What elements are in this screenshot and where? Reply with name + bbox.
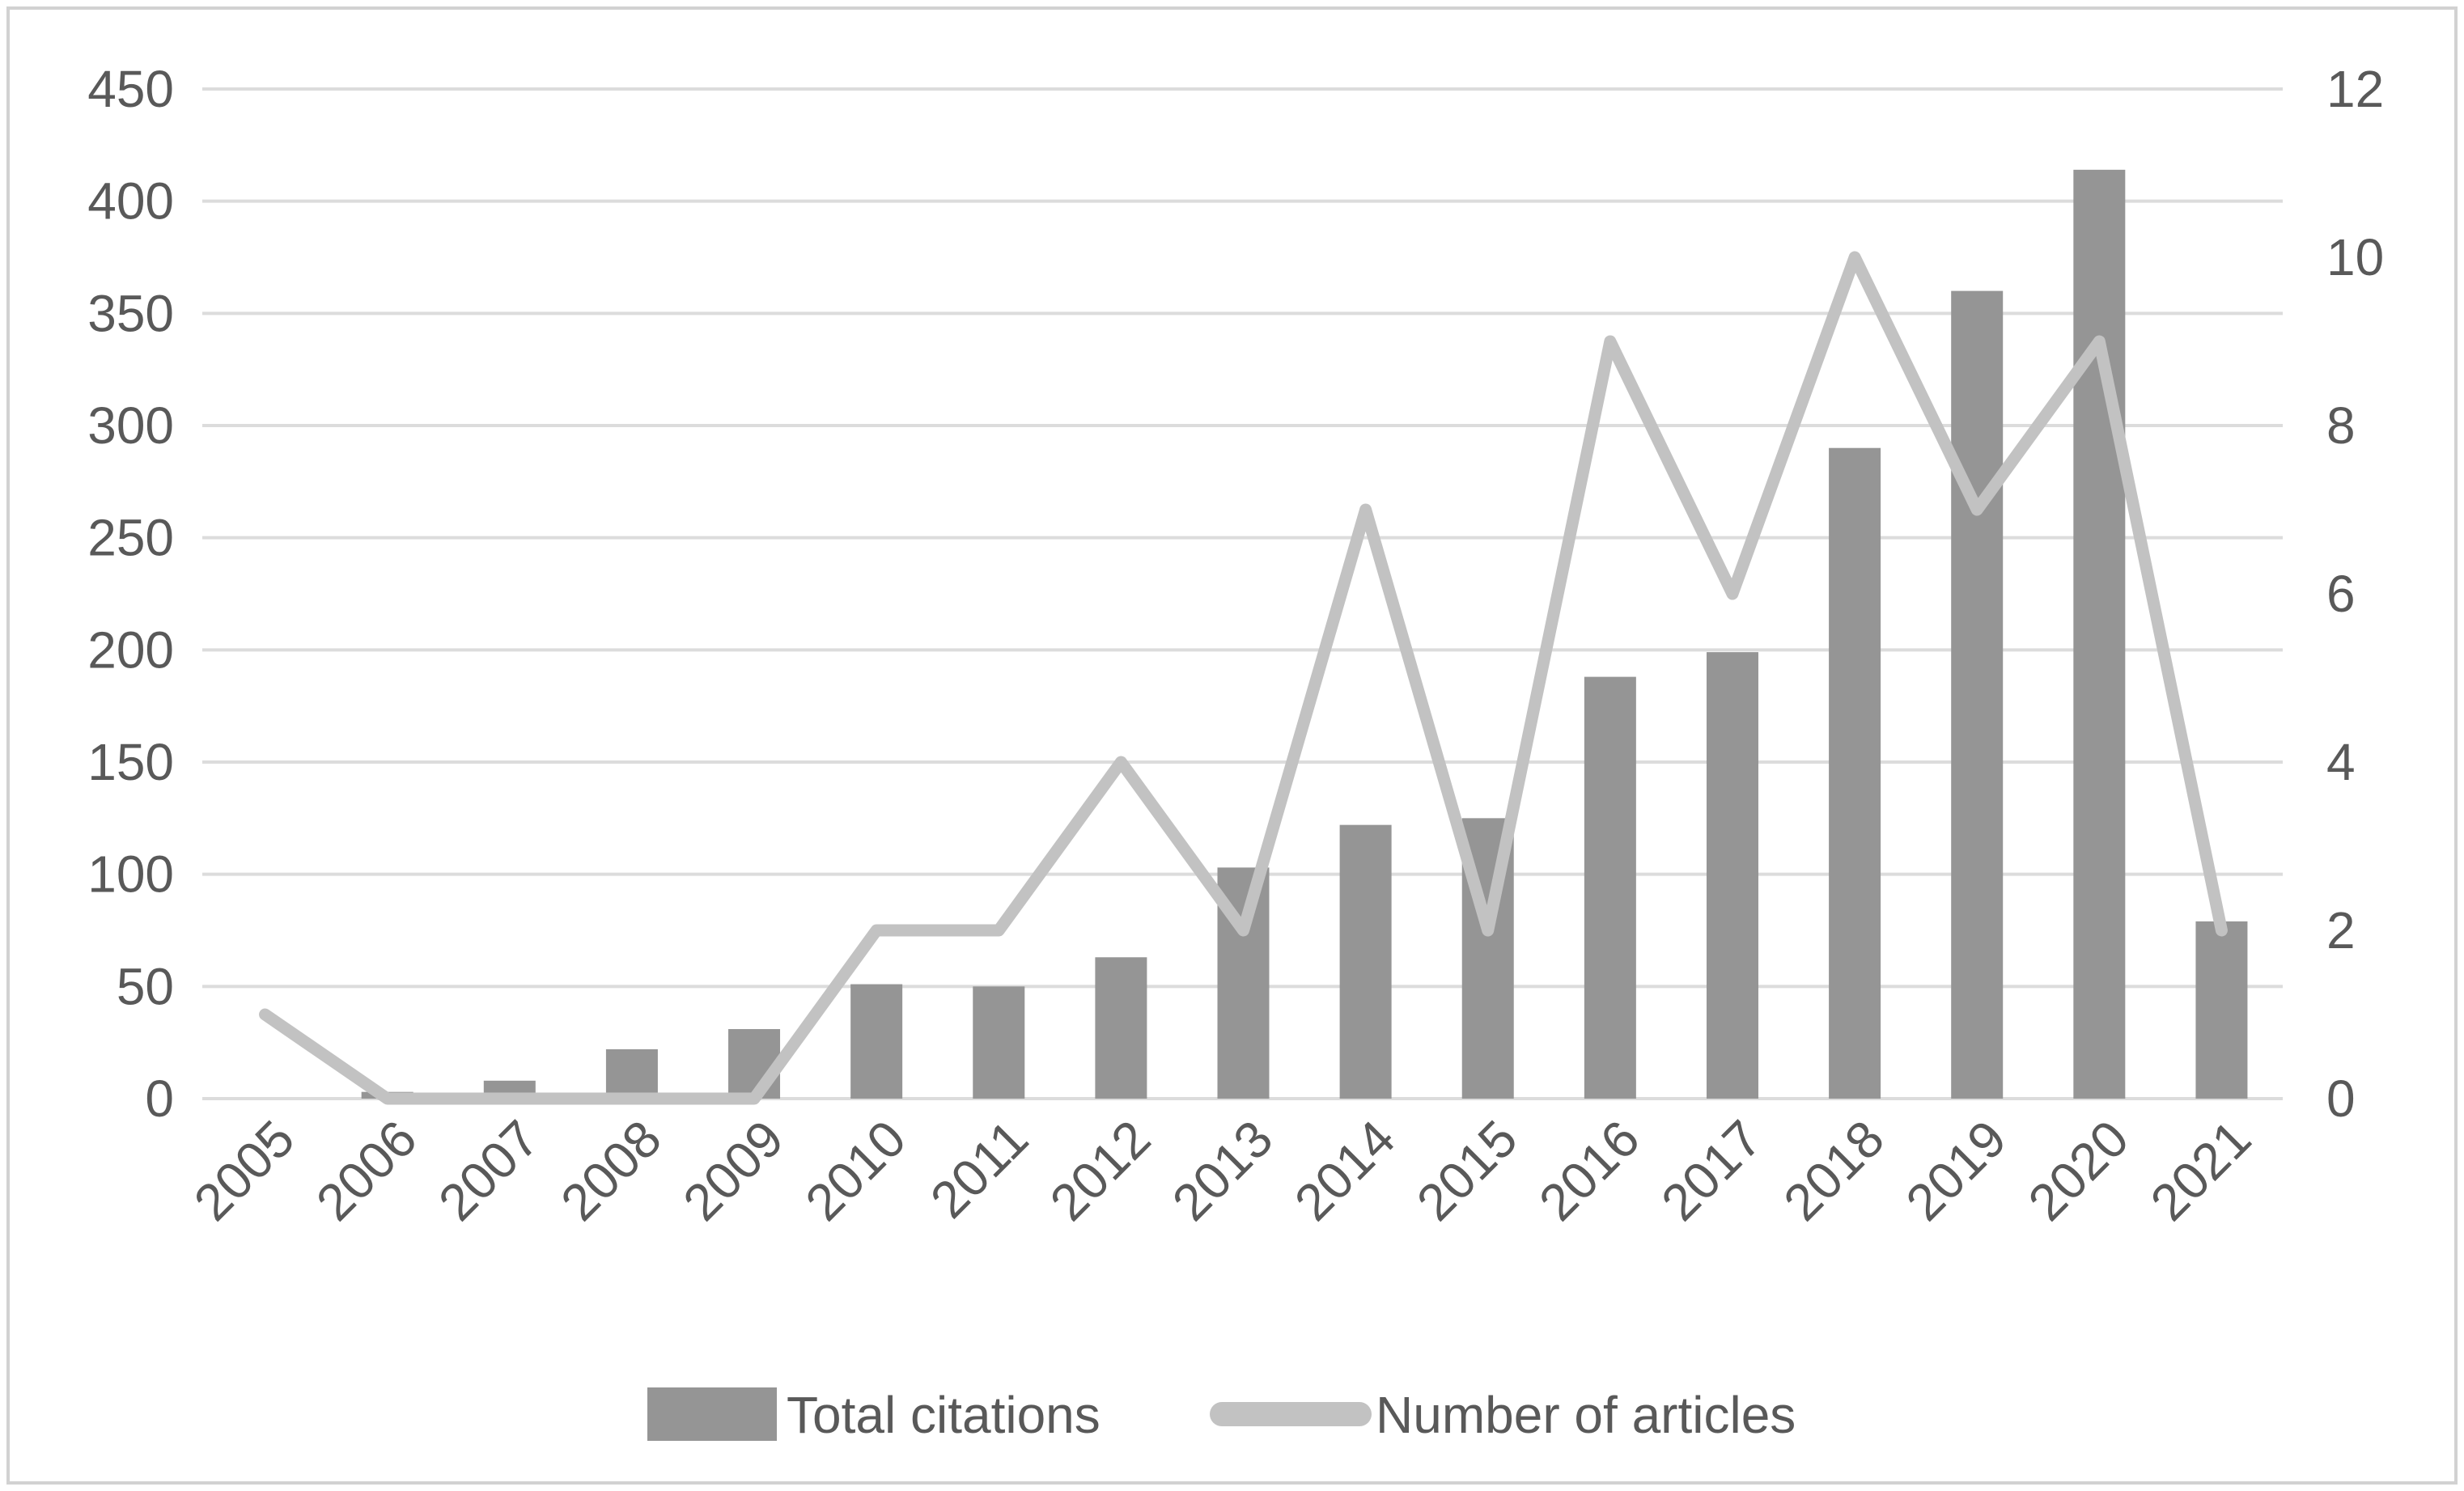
right-axis-tick-2: 2 [2326, 901, 2356, 959]
bar-2009 [728, 1029, 781, 1099]
bar-2020 [2073, 169, 2126, 1099]
bar-2012 [1095, 957, 1147, 1099]
bar-2021 [2195, 921, 2248, 1099]
left-axis-tick-350: 350 [87, 284, 174, 342]
left-axis-tick-100: 100 [87, 845, 174, 904]
bar-2016 [1584, 676, 1636, 1099]
bar-2011 [973, 986, 1025, 1099]
bar-2014 [1339, 824, 1392, 1099]
left-axis-tick-300: 300 [87, 396, 174, 455]
legend-label-number-of-articles: Number of articles [1376, 1386, 1796, 1444]
right-axis-tick-8: 8 [2326, 396, 2356, 455]
legend-label-total-citations: Total citations [787, 1386, 1101, 1444]
articles-line [259, 251, 2228, 1105]
bar-2017 [1706, 652, 1758, 1099]
left-axis-tick-200: 200 [87, 621, 174, 679]
right-axis-tick-0: 0 [2326, 1070, 2356, 1128]
right-axis-tick-12: 12 [2326, 60, 2384, 118]
left-axis-tick-250: 250 [87, 509, 174, 567]
left-axis-tick-50: 50 [117, 957, 174, 1015]
right-axis-tick-4: 4 [2326, 733, 2356, 791]
left-axis-tick-450: 450 [87, 60, 174, 118]
bar-2018 [1829, 447, 1881, 1099]
right-axis-tick-6: 6 [2326, 565, 2356, 623]
legend: Total citations Number of articles [647, 1386, 1796, 1444]
figure-border [6, 6, 2458, 1485]
bar-2010 [850, 984, 903, 1099]
left-axis-tick-150: 150 [87, 733, 174, 791]
bar-2008 [605, 1048, 658, 1099]
left-axis-tick-0: 0 [145, 1070, 174, 1128]
legend-bar-swatch [647, 1387, 777, 1441]
left-axis-tick-400: 400 [87, 172, 174, 231]
right-axis-tick-10: 10 [2326, 228, 2384, 286]
bar-2019 [1951, 290, 2004, 1099]
